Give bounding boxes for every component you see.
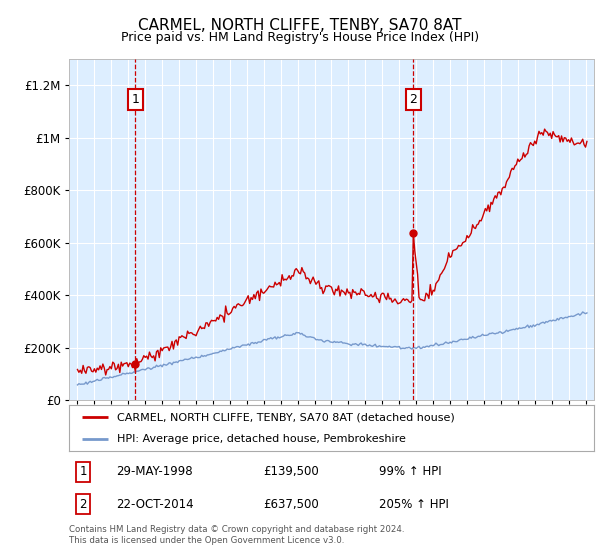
Text: HPI: Average price, detached house, Pembrokeshire: HPI: Average price, detached house, Pemb…: [118, 435, 406, 444]
Text: 99% ↑ HPI: 99% ↑ HPI: [379, 465, 442, 478]
Text: 29-MAY-1998: 29-MAY-1998: [116, 465, 193, 478]
Text: £637,500: £637,500: [263, 498, 319, 511]
Text: 2: 2: [79, 498, 87, 511]
Text: £139,500: £139,500: [263, 465, 319, 478]
Text: Price paid vs. HM Land Registry's House Price Index (HPI): Price paid vs. HM Land Registry's House …: [121, 31, 479, 44]
Text: 205% ↑ HPI: 205% ↑ HPI: [379, 498, 449, 511]
Text: CARMEL, NORTH CLIFFE, TENBY, SA70 8AT: CARMEL, NORTH CLIFFE, TENBY, SA70 8AT: [138, 18, 462, 33]
Text: 1: 1: [79, 465, 87, 478]
Text: 1: 1: [131, 93, 139, 106]
Text: Contains HM Land Registry data © Crown copyright and database right 2024.
This d: Contains HM Land Registry data © Crown c…: [69, 525, 404, 545]
Text: 2: 2: [409, 93, 417, 106]
Text: 22-OCT-2014: 22-OCT-2014: [116, 498, 194, 511]
Text: CARMEL, NORTH CLIFFE, TENBY, SA70 8AT (detached house): CARMEL, NORTH CLIFFE, TENBY, SA70 8AT (d…: [118, 412, 455, 422]
